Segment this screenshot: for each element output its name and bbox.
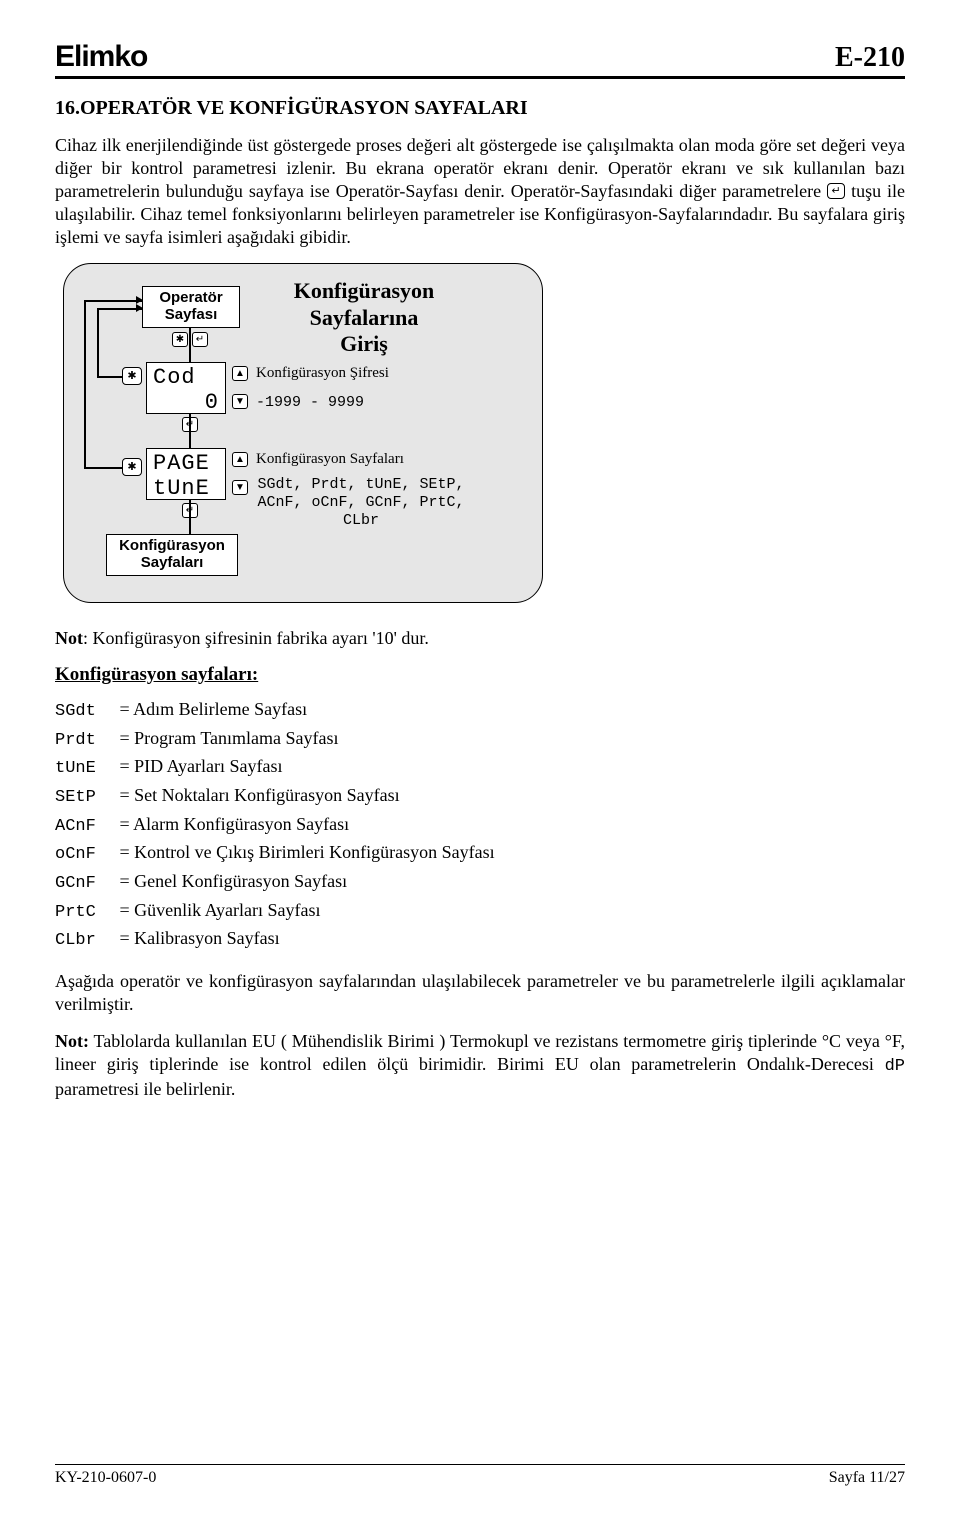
- cfg-desc: = Alarm Konfigürasyon Sayfası: [120, 814, 350, 834]
- down-key-icon: ▼: [232, 394, 248, 409]
- page-opts-l3: CLbr: [343, 512, 379, 529]
- note1-rest: : Konfigürasyon şifresinin fabrika ayarı…: [83, 628, 429, 648]
- cfg-code: PrtC: [55, 901, 115, 926]
- note-1: Not: Konfigürasyon şifresinin fabrika ay…: [55, 627, 905, 650]
- list-item: SEtP = Set Noktaları Konfigürasyon Sayfa…: [55, 782, 905, 811]
- config-pages-box: Konfigürasyon Sayfaları: [106, 534, 238, 576]
- brand-logo: Elimko: [55, 40, 147, 74]
- cfg-code: tUnE: [55, 757, 115, 782]
- note2-line1: Tablolarda kullanılan EU ( Mühendislik B…: [89, 1031, 817, 1051]
- cfg-desc: = Set Noktaları Konfigürasyon Sayfası: [120, 785, 400, 805]
- list-item: ACnF = Alarm Konfigürasyon Sayfası: [55, 811, 905, 840]
- cfg-desc: = Genel Konfigürasyon Sayfası: [120, 871, 348, 891]
- cod-value: 0: [153, 390, 219, 415]
- diagram-title: Konfigürasyon Sayfalarına Giriş: [264, 278, 464, 357]
- star-key-icon: ✱: [172, 332, 188, 347]
- config-pages-list: SGdt = Adım Belirleme Sayfası Prdt = Pro…: [55, 696, 905, 954]
- cfg-code: CLbr: [55, 929, 115, 954]
- page-l1: PAGE: [153, 451, 219, 476]
- page-header: Elimko E-210: [55, 40, 905, 79]
- list-item: PrtC = Güvenlik Ayarları Sayfası: [55, 897, 905, 926]
- enter-key-icon-2: ↵: [192, 332, 208, 347]
- intro-text-1: Cihaz ilk enerjilendiğinde üst gösterged…: [55, 135, 905, 201]
- cfg-box-l1: Konfigürasyon: [111, 537, 233, 554]
- operator-page-box: Operatör Sayfası: [142, 286, 240, 328]
- cfg-code: SGdt: [55, 700, 115, 725]
- op-box-l1: Operatör: [147, 289, 235, 306]
- list-item: Prdt = Program Tanımlama Sayfası: [55, 725, 905, 754]
- page-opts-l1: SGdt, Prdt, tUnE, SEtP,: [257, 476, 464, 493]
- cfg-desc: = Kontrol ve Çıkış Birimleri Konfigürasy…: [120, 842, 495, 862]
- page-opts-l2: ACnF, oCnF, GCnF, PrtC,: [257, 494, 464, 511]
- list-item: CLbr = Kalibrasyon Sayfası: [55, 925, 905, 954]
- page-l2: tUnE: [153, 476, 219, 501]
- page-footer: KY-210-0607-0 Sayfa 11/27: [55, 1464, 905, 1487]
- note-2: Not: Tablolarda kullanılan EU ( Mühendis…: [55, 1030, 905, 1101]
- note2-line2b: parametresi ile belirlenir.: [55, 1079, 235, 1099]
- note1-bold: Not: [55, 628, 83, 648]
- cfg-box-l2: Sayfaları: [111, 554, 233, 571]
- cfg-desc: = Adım Belirleme Sayfası: [120, 699, 308, 719]
- cfg-desc: = PID Ayarları Sayfası: [120, 756, 283, 776]
- cfg-code: oCnF: [55, 843, 115, 868]
- note2-dp: dP: [885, 1057, 905, 1076]
- op-box-l2: Sayfası: [147, 306, 235, 323]
- diagram-title-l1: Konfigürasyon: [294, 278, 435, 303]
- cfg-desc: = Güvenlik Ayarları Sayfası: [120, 900, 321, 920]
- cfg-code: Prdt: [55, 729, 115, 754]
- up-key-icon: ▲: [232, 366, 248, 381]
- note2-bold: Not:: [55, 1031, 89, 1051]
- cfg-desc: = Program Tanımlama Sayfası: [120, 728, 339, 748]
- cod-range: -1999 - 9999: [256, 394, 364, 412]
- cod-display-box: Cod 0: [146, 362, 226, 414]
- cod-annotation: Konfigürasyon Şifresi: [256, 364, 389, 382]
- enter-key-icon: [827, 183, 845, 199]
- diagram-title-l3: Giriş: [340, 331, 388, 356]
- list-item: GCnF = Genel Konfigürasyon Sayfası: [55, 868, 905, 897]
- list-item: oCnF = Kontrol ve Çıkış Birimleri Konfig…: [55, 839, 905, 868]
- star-key-icon-3: ✱: [122, 458, 142, 476]
- cfg-code: GCnF: [55, 872, 115, 897]
- intro-paragraph: Cihaz ilk enerjilendiğinde üst gösterged…: [55, 134, 905, 249]
- down-key-icon-2: ▼: [232, 480, 248, 495]
- config-pages-subtitle: Konfigürasyon sayfaları:: [55, 664, 905, 686]
- diagram-title-l2: Sayfalarına: [310, 305, 419, 330]
- section-title: 16.OPERATÖR VE KONFİGÜRASYON SAYFALARI: [55, 97, 905, 120]
- cfg-code: SEtP: [55, 786, 115, 811]
- list-item: tUnE = PID Ayarları Sayfası: [55, 753, 905, 782]
- footer-left: KY-210-0607-0: [55, 1469, 156, 1487]
- page-options: SGdt, Prdt, tUnE, SEtP, ACnF, oCnF, GCnF…: [256, 476, 466, 530]
- cfg-desc: = Kalibrasyon Sayfası: [120, 928, 280, 948]
- page-annotation: Konfigürasyon Sayfaları: [256, 450, 404, 468]
- config-entry-diagram: Konfigürasyon Sayfalarına Giriş Operatör…: [63, 263, 543, 603]
- footer-right: Sayfa 11/27: [829, 1469, 905, 1487]
- up-key-icon-2: ▲: [232, 452, 248, 467]
- outro-paragraph: Aşağıda operatör ve konfigürasyon sayfal…: [55, 970, 905, 1016]
- star-key-icon-2: ✱: [122, 367, 142, 385]
- page-display-box: PAGE tUnE: [146, 448, 226, 500]
- model-code: E-210: [835, 42, 905, 74]
- cod-label: Cod: [153, 365, 219, 390]
- cfg-code: ACnF: [55, 815, 115, 840]
- list-item: SGdt = Adım Belirleme Sayfası: [55, 696, 905, 725]
